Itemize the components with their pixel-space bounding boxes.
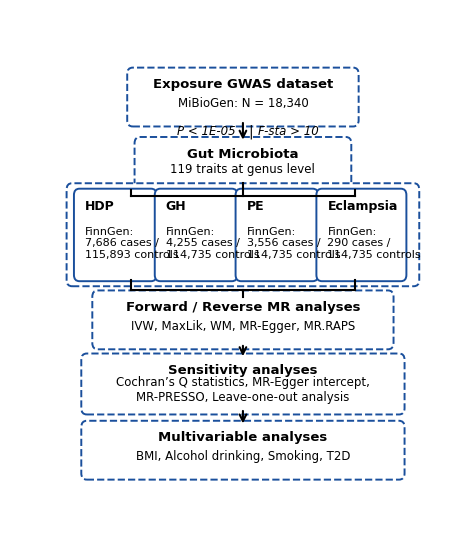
Text: FinnGen:
7,686 cases /
115,893 controls: FinnGen: 7,686 cases / 115,893 controls (85, 227, 179, 260)
FancyBboxPatch shape (236, 189, 318, 281)
Text: BMI, Alcohol drinking, Smoking, T2D: BMI, Alcohol drinking, Smoking, T2D (136, 450, 350, 463)
Text: FinnGen:
3,556 cases /
114,735 controls: FinnGen: 3,556 cases / 114,735 controls (246, 227, 340, 260)
Text: Sensitivity analyses: Sensitivity analyses (168, 364, 318, 377)
Text: Eclampsia: Eclampsia (328, 200, 398, 213)
Text: Outcome GWAS datasets: Outcome GWAS datasets (150, 194, 336, 207)
FancyBboxPatch shape (82, 353, 405, 414)
Text: FinnGen:
4,255 cases /
114,735 controls: FinnGen: 4,255 cases / 114,735 controls (166, 227, 259, 260)
FancyBboxPatch shape (66, 183, 419, 286)
Text: |: | (248, 124, 253, 139)
Text: PE: PE (246, 200, 264, 213)
Text: P < 1E-05: P < 1E-05 (177, 125, 236, 138)
FancyBboxPatch shape (155, 189, 237, 281)
FancyBboxPatch shape (316, 189, 406, 281)
FancyBboxPatch shape (127, 68, 359, 127)
FancyBboxPatch shape (92, 290, 393, 349)
Text: GH: GH (166, 200, 186, 213)
Text: Gut Microbiota: Gut Microbiota (187, 147, 299, 161)
Text: F-sta > 10: F-sta > 10 (258, 125, 319, 138)
Text: Exposure GWAS dataset: Exposure GWAS dataset (153, 78, 333, 91)
Text: FinnGen:
290 cases /
114,735 controls: FinnGen: 290 cases / 114,735 controls (328, 227, 421, 260)
Text: HDP: HDP (85, 200, 115, 213)
Text: Multivariable analyses: Multivariable analyses (158, 431, 328, 444)
Text: Cochran’s Q statistics, MR-Egger intercept,
MR-PRESSO, Leave-one-out analysis: Cochran’s Q statistics, MR-Egger interce… (116, 376, 370, 404)
FancyBboxPatch shape (82, 421, 405, 479)
FancyBboxPatch shape (135, 137, 351, 189)
Text: IVW, MaxLik, WM, MR-Egger, MR.RAPS: IVW, MaxLik, WM, MR-Egger, MR.RAPS (131, 319, 355, 333)
Text: Forward / Reverse MR analyses: Forward / Reverse MR analyses (126, 301, 360, 314)
Text: 119 traits at genus level: 119 traits at genus level (171, 163, 315, 176)
Text: MiBioGen: N = 18,340: MiBioGen: N = 18,340 (178, 97, 308, 110)
FancyBboxPatch shape (74, 189, 156, 281)
